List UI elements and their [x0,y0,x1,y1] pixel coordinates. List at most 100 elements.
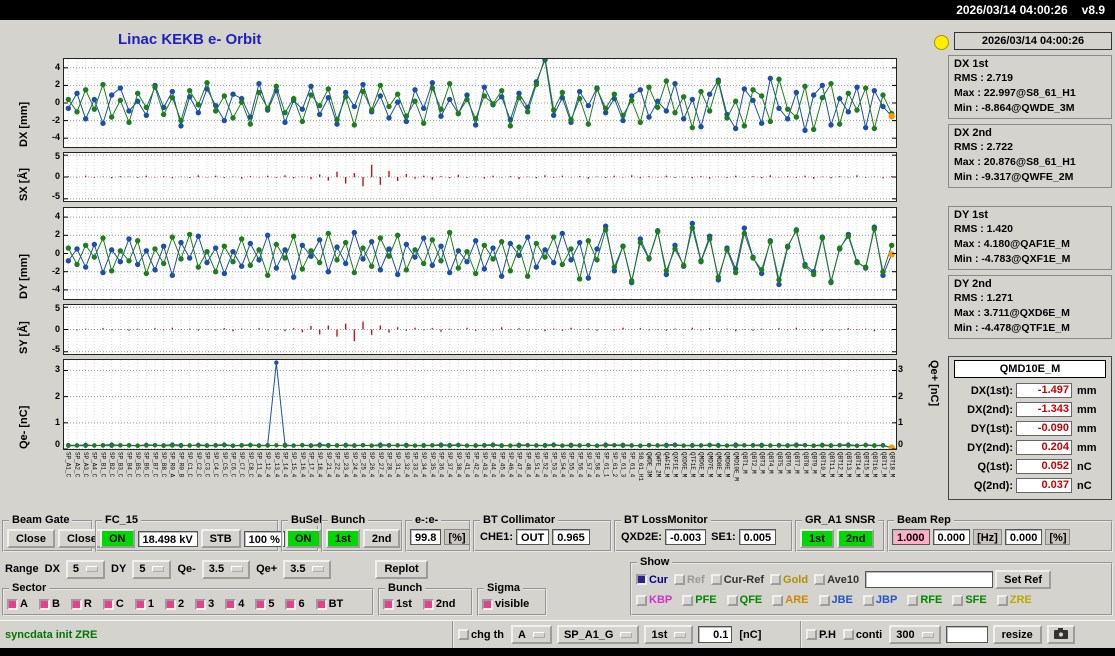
show-pfe-checkbox[interactable] [682,594,694,606]
extra-input[interactable] [945,626,988,643]
x-axis-label: SP_C3_C [203,452,211,478]
bunch-1st-button[interactable]: 1st [326,529,360,548]
show-rfe-checkbox[interactable] [907,594,919,606]
sigma-visible-label: visible [495,598,530,610]
sector-1-checkbox[interactable] [134,598,146,610]
sector-5-label: 5 [268,598,275,610]
show-ref-checkbox[interactable] [673,574,685,585]
range-qe-plus-dropdown[interactable]: 3.5 [283,559,332,579]
snapshot-button[interactable] [1046,625,1075,644]
range-dx-dropdown[interactable]: 5 [65,559,106,579]
x-axis-label: QBT2_M [749,452,757,474]
beam-gate-close-button-1[interactable]: Close [7,529,55,548]
x-axis-label: SP_46_4 [506,452,514,478]
ph-checkbox[interactable] [806,629,817,640]
show-jbe-checkbox[interactable] [818,594,830,606]
show-zre-label: ZRE [1009,594,1032,606]
y-tick-label: -4 [51,283,60,294]
sy-axis-label: SY [Å] [18,321,30,354]
stats-title: DX 2nd [954,127,992,139]
x-axis-label: SP_C4_C [212,452,220,478]
bunch-1st-checkbox[interactable] [383,598,394,610]
show-gold-checkbox[interactable] [770,574,782,585]
monitor-row: DY(2nd): 0.204 mm [949,438,1111,457]
range-qe-minus-dropdown[interactable]: 3.5 [201,559,251,579]
show-kbp-label: KBP [649,594,673,606]
bunch-select-group-title: Bunch [385,582,426,594]
y-tick-label: -2 [51,114,60,125]
sector-b-checkbox[interactable] [38,598,50,610]
sector-a-checkbox[interactable] [7,598,18,610]
x-axis-label: SP_21_4 [324,452,332,478]
busel-on-button[interactable]: ON [286,529,321,548]
fc15-group-title: FC_15 [102,514,142,526]
sector-3-checkbox[interactable] [195,598,207,610]
x-axis-label: SP_47_4 [515,452,523,478]
x-axis-label: SP_35_4 [428,452,436,478]
stats-max: Max : 20.876@S8_61_H1 [954,156,1076,168]
stats-title: DY 1st [954,209,989,221]
x-axis-label: QTF1E_M [689,452,697,478]
sector-5-checkbox[interactable] [255,598,267,610]
sector-b-label: B [51,598,60,610]
stats-max: Max : 3.711@QXD6E_M [954,307,1070,319]
sector-bt-checkbox[interactable] [315,598,327,610]
x-axis-label: SP_11_4 [255,452,263,478]
show-cur-label: Cur [649,573,668,586]
show-sfe-checkbox[interactable] [952,594,964,606]
stats-dx-1st: DX 1st RMS : 2.719 Max : 22.997@S8_61_H1… [948,55,1112,119]
threshold-input[interactable] [698,626,733,643]
monitor-row: Q(2nd): 0.037 nC [949,476,1111,495]
gr-snsr-1st-button[interactable]: 1st [800,529,834,548]
sector-4-checkbox[interactable] [225,598,237,610]
bunch-2nd-button[interactable]: 2nd [362,529,401,548]
y-tick-label: -4 [51,132,60,143]
sector-select-dropdown[interactable]: A [511,625,552,644]
sector-6-checkbox[interactable] [285,598,297,610]
show-are-checkbox[interactable] [772,594,784,606]
sigma-visible-checkbox[interactable] [482,598,493,610]
y-tick-label: -5 [51,344,60,354]
show-kbp-checkbox[interactable] [636,594,647,606]
show-cur-ref-checkbox[interactable] [710,574,722,585]
bunch-select-dropdown[interactable]: 1st [644,625,694,644]
show-jbp-label: JBP [875,594,898,606]
stats-title: DY 2nd [954,278,992,290]
sector-1-label: 1 [147,598,154,610]
x-axis-label: SP_33_4 [411,452,419,478]
fc15-stb-button[interactable]: STB [200,529,241,548]
bunch-group: Bunch 1st 2nd [321,514,403,552]
ref-file-input[interactable] [865,571,994,588]
y-tick-label: 4 [54,211,60,222]
show-jbp-checkbox[interactable] [862,594,874,606]
show-are-label: ARE [785,594,809,606]
show-ave10-label: Ave10 [827,573,860,586]
sector-2-checkbox[interactable] [164,598,176,610]
show-qfe-checkbox[interactable] [726,594,738,606]
show-zre-checkbox[interactable] [996,594,1008,606]
busel-group: BuSel ON [281,514,326,552]
x-axis-label: SP_C7_C [238,452,246,478]
gr-snsr-2nd-button[interactable]: 2nd [836,529,875,548]
replot-button[interactable]: Replot [375,559,428,579]
points-dropdown[interactable]: 300 [889,625,941,644]
fc15-on-button[interactable]: ON [100,529,135,548]
bpm-select-dropdown[interactable]: SP_A1_G [556,625,640,644]
y-tick-label: -2 [51,265,60,276]
x-axis-label: QBT11_M [827,452,835,478]
conti-checkbox[interactable] [842,629,854,640]
show-cur-checkbox[interactable] [636,574,647,585]
x-axis-label: QMD8E_M [715,452,723,478]
sector-c-checkbox[interactable] [102,598,114,610]
resize-button[interactable]: resize [992,625,1042,644]
range-dy-dropdown[interactable]: 5 [132,559,172,579]
show-ave10-checkbox[interactable] [814,574,826,585]
chg-th-checkbox[interactable] [458,629,469,640]
bunch-2nd-checkbox[interactable] [422,598,434,610]
sector-r-checkbox[interactable] [70,598,82,610]
beam-gate-close-button-2[interactable]: Close [57,529,106,548]
show-rfe-label: RFE [920,594,943,606]
set-ref-button[interactable]: Set Ref [995,570,1052,589]
dropdown-mark-icon [231,566,244,572]
monitor-row-value: -1.497 [1016,383,1072,398]
